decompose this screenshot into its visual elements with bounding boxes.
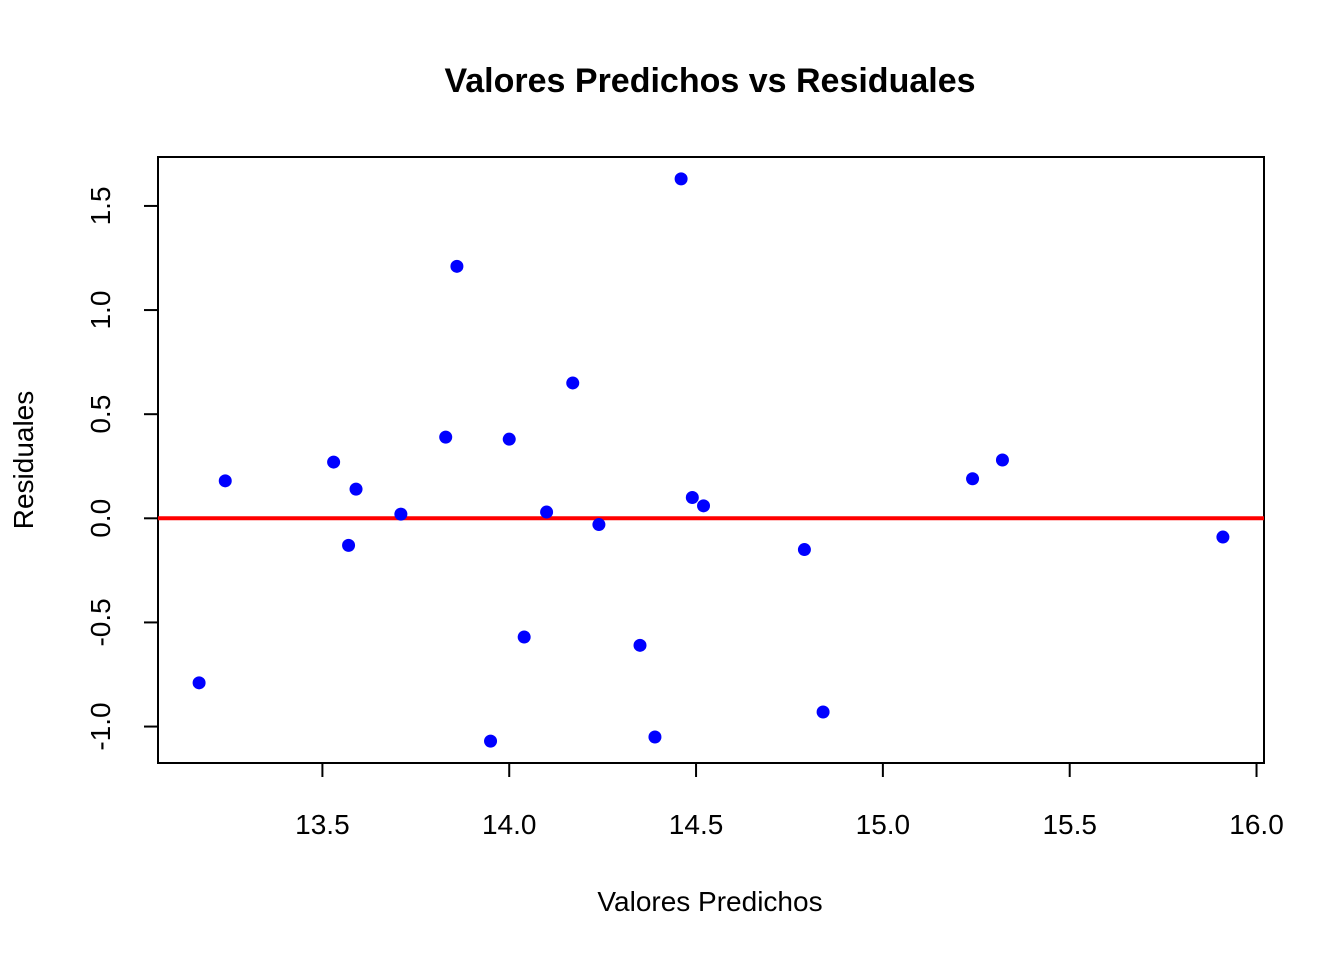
data-point [674, 172, 688, 186]
data-point [697, 499, 711, 513]
data-point [995, 453, 1009, 467]
data-point [342, 538, 356, 552]
chart-title: Valores Predichos vs Residuales [444, 62, 975, 100]
data-point [685, 490, 699, 504]
data-point [450, 259, 464, 273]
data-point [816, 705, 830, 719]
y-axis: -1.0 -0.5 0.0 0.5 1.0 1.5 [85, 186, 159, 751]
y-tick-label: -1.0 [85, 702, 116, 750]
x-axis: 13.5 14.0 14.5 15.0 15.5 16.0 [295, 762, 1284, 840]
data-point [218, 474, 232, 488]
x-tick-label: 14.0 [482, 809, 537, 840]
x-tick-label: 13.5 [295, 809, 350, 840]
data-point [540, 505, 554, 519]
data-points [192, 172, 1230, 748]
y-tick-label: 1.0 [85, 291, 116, 330]
data-point [592, 518, 606, 532]
y-axis-label: Residuales [8, 391, 39, 530]
x-tick-label: 15.0 [856, 809, 911, 840]
data-point [633, 638, 647, 652]
data-point [192, 676, 206, 690]
data-point [394, 507, 408, 521]
x-axis-label: Valores Predichos [597, 886, 822, 917]
data-point [349, 482, 363, 496]
data-point [1216, 530, 1230, 544]
x-tick-label: 15.5 [1042, 809, 1097, 840]
data-point [648, 730, 662, 744]
data-point [327, 455, 341, 469]
y-tick-label: 0.5 [85, 395, 116, 434]
data-point [502, 432, 516, 446]
y-tick-label: -0.5 [85, 598, 116, 646]
x-tick-label: 14.5 [669, 809, 724, 840]
plot-frame [157, 156, 1265, 764]
data-point [484, 734, 498, 748]
x-tick-label: 16.0 [1229, 809, 1284, 840]
data-point [797, 543, 811, 557]
y-tick-label: 0.0 [85, 499, 116, 538]
y-tick-label: 1.5 [85, 186, 116, 225]
data-point [966, 472, 980, 486]
data-point [566, 376, 580, 390]
data-point [517, 630, 531, 644]
data-point [439, 430, 453, 444]
